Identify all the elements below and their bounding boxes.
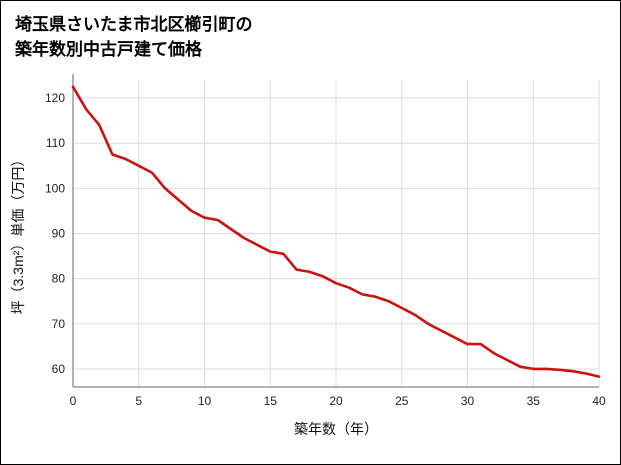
x-tick-label: 30: [461, 394, 475, 408]
x-tick-label: 40: [592, 394, 606, 408]
price-series-line: [71, 85, 601, 379]
x-tick-label: 25: [395, 394, 409, 408]
chart-title-line1: 埼玉県さいたま市北区櫛引町の: [15, 15, 253, 34]
y-tick-label: 80: [52, 272, 66, 286]
chart-title: 埼玉県さいたま市北区櫛引町の 築年数別中古戸建て価格: [1, 1, 620, 62]
x-tick-label: 5: [135, 394, 142, 408]
chart-title-line2: 築年数別中古戸建て価格: [15, 39, 202, 59]
y-tick-label: 110: [46, 136, 65, 150]
y-tick-label: 120: [45, 91, 65, 105]
gridlines: [73, 80, 600, 388]
x-tick-label: 35: [527, 394, 541, 408]
x-tick-label: 0: [70, 394, 77, 408]
x-tick-label: 20: [329, 394, 343, 408]
line-chart: 60 70 80 90 100 110 120 0 5 10 15 20 25 30 35 40 築年数（年） 坪…: [10, 74, 606, 437]
tick-labels: 60 70 80 90 100 110 120 0 5 10 15 20 25 30 35 40: [45, 91, 606, 408]
x-tick-label: 15: [264, 394, 278, 408]
y-tick-label: 90: [52, 227, 66, 241]
x-axis-label: 築年数（年）: [294, 421, 378, 437]
x-tick-label: 10: [198, 394, 212, 408]
y-tick-label: 60: [52, 362, 66, 376]
y-tick-label: 70: [52, 317, 66, 331]
y-axis-label: 坪（3.3m²）単価（万円）: [10, 153, 26, 315]
y-tick-label: 100: [45, 182, 65, 196]
